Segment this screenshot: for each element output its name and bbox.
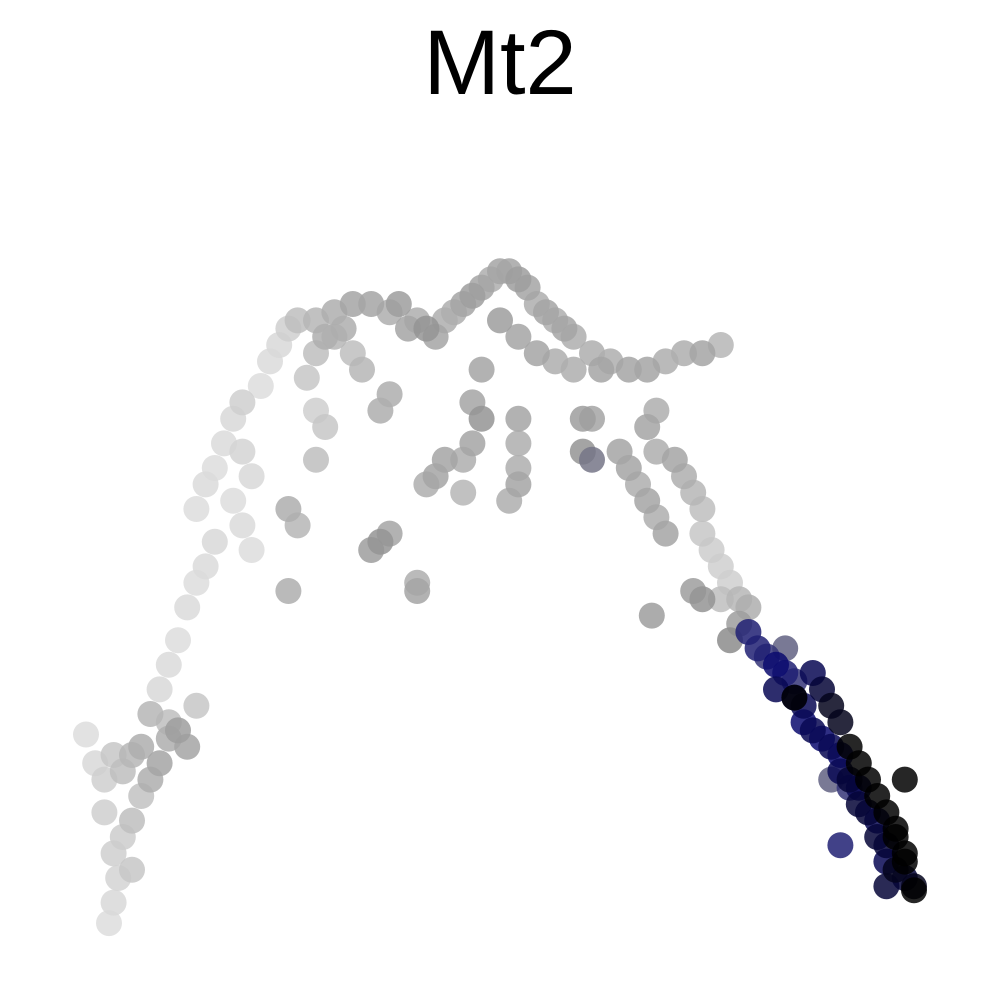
data-point: [339, 291, 366, 317]
data-point: [201, 528, 228, 555]
data-point: [763, 651, 789, 678]
data-point: [468, 356, 495, 383]
data-point: [73, 721, 99, 748]
data-point: [303, 446, 329, 473]
data-point: [827, 832, 854, 859]
data-point: [505, 323, 532, 350]
data-point: [450, 479, 477, 506]
data-point: [569, 405, 596, 432]
data-point: [560, 356, 587, 383]
data-point: [229, 512, 256, 539]
data-point: [229, 389, 256, 416]
data-point: [238, 463, 265, 490]
data-point: [385, 291, 412, 317]
data-point: [836, 733, 863, 760]
data-point: [119, 856, 145, 883]
data-point: [505, 471, 532, 498]
data-point: [487, 307, 513, 334]
data-point: [192, 471, 219, 498]
data-point: [174, 594, 201, 621]
data-point: [100, 889, 127, 916]
data-point: [91, 799, 118, 826]
data-point: [284, 307, 311, 334]
data-point: [137, 701, 164, 727]
data-point: [818, 692, 845, 719]
data-point: [891, 766, 918, 793]
data-point: [367, 528, 394, 555]
data-point: [468, 405, 495, 432]
data-point: [238, 537, 265, 563]
data-point: [312, 414, 339, 440]
data-point: [505, 430, 532, 457]
data-point: [96, 910, 122, 937]
data-point: [781, 684, 808, 711]
data-point: [533, 299, 559, 326]
data-point: [183, 496, 210, 522]
data-point: [293, 364, 320, 391]
data-point: [689, 586, 716, 613]
data-point: [551, 315, 578, 342]
data-point: [634, 356, 661, 383]
data-point: [459, 430, 486, 457]
data-point: [615, 356, 642, 383]
data-point: [165, 627, 191, 654]
data-point: [229, 438, 256, 465]
data-point: [799, 717, 826, 744]
data-point: [275, 496, 302, 522]
data-point: [634, 414, 661, 440]
data-point: [165, 717, 191, 744]
data-point: [422, 463, 449, 490]
data-point: [707, 586, 734, 613]
data-point: [615, 455, 642, 481]
data-point: [882, 815, 909, 842]
data-point: [505, 266, 532, 293]
data-point: [634, 487, 661, 514]
data-point: [275, 578, 302, 604]
data-point: [588, 356, 615, 383]
data-point: [183, 692, 210, 719]
data-point: [689, 340, 716, 367]
data-point: [349, 356, 375, 383]
data-point: [413, 315, 440, 342]
data-point: [146, 676, 173, 703]
data-point: [192, 553, 219, 580]
data-point: [671, 340, 697, 367]
data-point: [891, 848, 918, 875]
data-point: [220, 487, 247, 514]
data-point: [652, 520, 679, 547]
data-point: [128, 733, 155, 760]
data-point: [146, 750, 173, 777]
data-point: [247, 373, 274, 399]
data-point: [505, 405, 532, 432]
data-point: [330, 315, 357, 342]
data-point: [901, 877, 927, 904]
data-point: [358, 291, 385, 317]
data-point: [689, 520, 716, 547]
data-point: [638, 602, 665, 629]
chart-title: Mt2: [423, 12, 577, 114]
data-point: [523, 340, 550, 367]
data-point: [155, 651, 182, 678]
data-point: [119, 807, 145, 834]
data-point: [404, 578, 431, 604]
data-point: [744, 635, 771, 662]
data-point: [376, 381, 403, 408]
data-point: [459, 282, 486, 309]
data-point: [395, 315, 421, 342]
data-point: [818, 733, 845, 760]
data-point: [579, 446, 605, 473]
data-point: [661, 446, 688, 473]
